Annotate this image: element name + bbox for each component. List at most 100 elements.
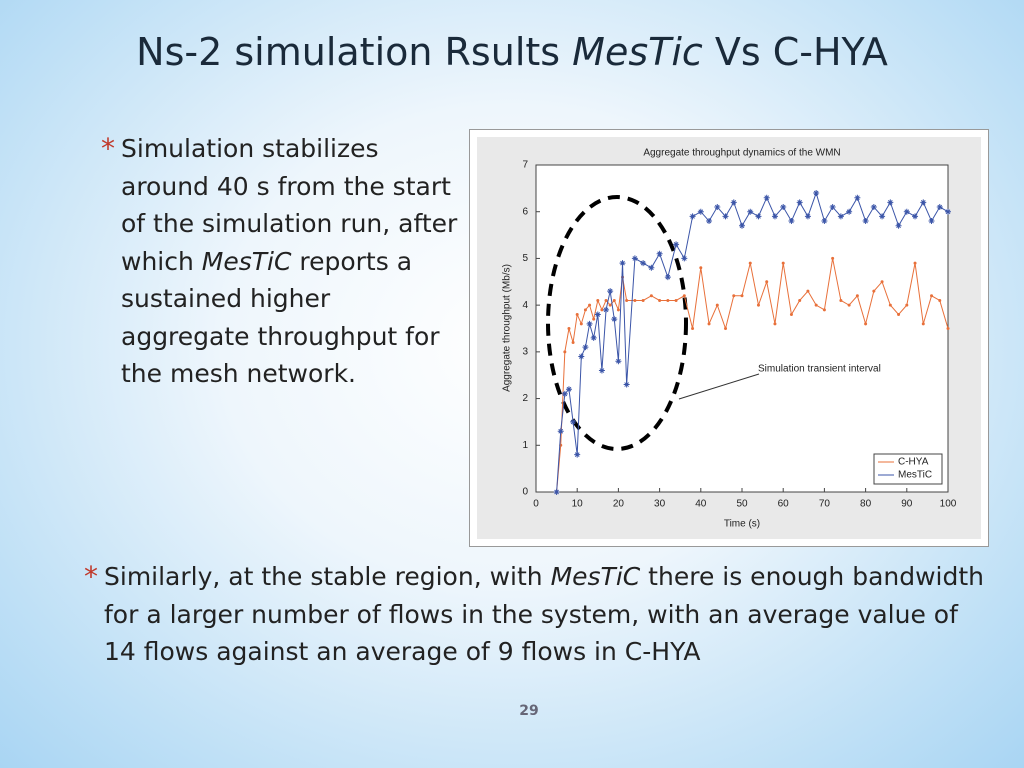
point (681, 255, 688, 262)
point (804, 213, 811, 220)
bullet-marker: * (84, 560, 98, 593)
text-segment: MesTiC (550, 562, 641, 591)
point (814, 303, 818, 307)
point (579, 322, 583, 326)
x-tick-label: 90 (901, 499, 913, 510)
point (813, 190, 820, 197)
point (633, 298, 637, 302)
text-segment: reports a sustained higher aggregate thr… (121, 246, 440, 389)
point (781, 261, 785, 265)
x-tick-label: 30 (654, 499, 666, 510)
legend-label: MesTiC (898, 470, 932, 481)
point (870, 204, 877, 211)
point (846, 208, 853, 215)
point (930, 294, 934, 298)
point (641, 298, 645, 302)
point (821, 218, 828, 225)
point (722, 213, 729, 220)
text-segment: Similarly, at the stable region, with (104, 562, 551, 591)
point (715, 303, 719, 307)
point (854, 194, 861, 201)
point (594, 311, 601, 318)
point (588, 303, 592, 307)
point (649, 294, 653, 298)
point (619, 260, 626, 267)
x-tick-label: 0 (533, 499, 539, 510)
point (578, 353, 585, 360)
point (689, 213, 696, 220)
legend-box (873, 453, 943, 485)
page-number: 29 (519, 703, 539, 719)
point (903, 208, 910, 215)
y-tick-label: 0 (522, 487, 528, 498)
text-segment: Simulation stabilizes around 40 s from t… (121, 134, 458, 276)
point (666, 298, 670, 302)
point (837, 213, 844, 220)
point (936, 204, 943, 211)
point (596, 298, 600, 302)
x-tick-label: 80 (860, 499, 872, 510)
point (561, 390, 568, 397)
y-tick-label: 5 (522, 253, 528, 264)
point (640, 260, 647, 267)
point (780, 204, 787, 211)
point (765, 280, 769, 284)
point (563, 350, 567, 354)
point (789, 312, 793, 316)
point (656, 250, 663, 257)
text-segment: Vs C-HYA (702, 30, 888, 74)
point (724, 327, 728, 330)
point (612, 298, 616, 302)
point (674, 298, 678, 302)
x-tick-label: 40 (695, 499, 707, 510)
slide-title: Ns-2 simulation Rsults MesTic Vs C-HYA (0, 30, 1024, 74)
y-tick-label: 7 (522, 160, 528, 171)
point (603, 306, 610, 313)
y-tick-label: 3 (522, 346, 528, 357)
point (739, 222, 745, 229)
text-segment: there is enough bandwidth for a larger n… (104, 562, 985, 666)
point (598, 367, 605, 374)
point (565, 386, 572, 393)
point (829, 204, 836, 211)
plot-area (535, 164, 949, 493)
point (600, 308, 604, 312)
point (847, 303, 851, 307)
point (583, 308, 587, 312)
point (771, 213, 778, 220)
point (921, 322, 925, 326)
point (912, 213, 919, 220)
y-tick-label: 4 (522, 300, 528, 311)
point (872, 289, 876, 293)
point (740, 294, 744, 298)
point (682, 294, 686, 298)
point (611, 316, 618, 323)
point (747, 208, 754, 215)
point (608, 303, 612, 307)
point (648, 264, 655, 271)
point (855, 294, 859, 298)
annotation: Simulation transient interval (758, 364, 881, 375)
bullet: * Similarly, at the stable region, with M… (84, 558, 994, 671)
point (586, 320, 593, 327)
point (773, 322, 777, 326)
chart: Aggregate throughput dynamics of the WMN… (469, 129, 989, 547)
point (756, 303, 760, 307)
point (732, 294, 736, 298)
bullet-marker: * (101, 132, 115, 165)
text-segment: MesTic (572, 30, 703, 74)
point (714, 204, 721, 211)
point (582, 344, 589, 351)
point (839, 298, 843, 302)
y-tick-label: 2 (522, 393, 528, 404)
point (796, 199, 803, 206)
point (592, 317, 596, 321)
x-tick-label: 70 (819, 499, 831, 510)
point (631, 255, 638, 262)
chart-title: Aggregate throughput dynamics of the WMN (643, 148, 840, 159)
point (673, 241, 680, 248)
point (946, 327, 950, 330)
point (864, 322, 868, 326)
point (897, 312, 901, 316)
